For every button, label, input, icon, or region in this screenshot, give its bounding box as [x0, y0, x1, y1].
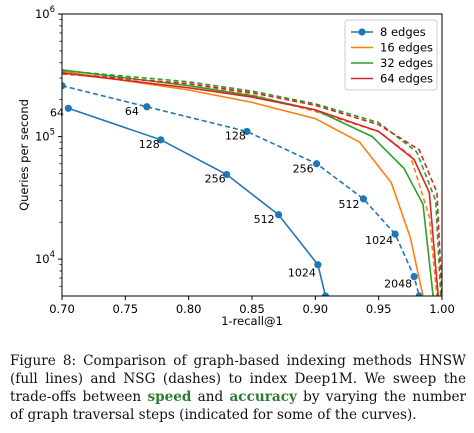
- data-point-marker: [64, 104, 72, 112]
- caption-text-2: and: [191, 389, 230, 405]
- step-annotation: 2048: [384, 278, 412, 291]
- legend-entry: 64 edges: [380, 72, 433, 86]
- step-annotation: 512: [338, 198, 359, 211]
- y-tick-base: 10: [35, 7, 50, 21]
- y-tick-exponent: 4: [50, 250, 55, 260]
- caption-text-3: by varying the number of graph traversal…: [10, 389, 466, 423]
- x-tick-label: 0.75: [113, 302, 139, 316]
- legend-entry: 32 edges: [380, 56, 433, 70]
- caption-text-1: Figure 8: Comparison of graph-based inde…: [10, 353, 466, 405]
- step-annotations: 64 128 256 512 1024 64 128 256 512 1024 2048: [50, 105, 412, 291]
- step-annotation: 256: [293, 163, 314, 176]
- x-tick-label: 0.90: [303, 302, 329, 316]
- data-point-marker: [391, 230, 399, 238]
- step-annotation: 128: [139, 138, 160, 151]
- data-point-marker: [410, 272, 418, 281]
- series-line-nsg-8-edges: [62, 84, 420, 296]
- y-tick-label: 105: [35, 128, 55, 144]
- data-point-marker: [143, 103, 151, 111]
- data-point-marker: [243, 127, 251, 136]
- series-line-hnsw-8-edges: [68, 107, 327, 296]
- data-point-marker: [157, 136, 165, 144]
- data-point-marker: [314, 261, 322, 269]
- step-annotation: 64: [50, 106, 64, 119]
- legend-marker: [358, 28, 366, 36]
- data-point-marker: [275, 211, 283, 219]
- data-point-marker: [62, 82, 66, 90]
- x-axis-label: 1-recall@1: [221, 314, 283, 328]
- y-axis-label: Queries per second: [17, 99, 31, 211]
- y-tick-base: 10: [35, 252, 50, 266]
- y-tick-label: 104: [35, 250, 55, 266]
- series-line-nsg-64-edges: [62, 73, 442, 296]
- step-annotation: 128: [225, 129, 246, 142]
- data-point-marker: [415, 292, 423, 296]
- series-line-hnsw-32-edges: [62, 69, 434, 296]
- caption-keyword-accuracy: accuracy: [229, 389, 297, 405]
- series-line-nsg-32-edges: [62, 69, 442, 296]
- y-tick-exponent: 6: [50, 5, 55, 15]
- legend-entry: 16 edges: [380, 41, 433, 55]
- x-tick-label: 0.95: [366, 302, 392, 316]
- x-tick-label: 0.85: [239, 302, 265, 316]
- x-tick-label: 0.80: [176, 302, 202, 316]
- series-line-hnsw-16-edges: [62, 70, 424, 296]
- data-point-marker: [359, 195, 368, 203]
- data-point-marker: [313, 160, 321, 168]
- series-line-hnsw-64-edges: [62, 72, 439, 296]
- step-annotation: 256: [205, 173, 226, 186]
- step-annotation: 1024: [365, 234, 393, 247]
- data-point-marker: [223, 170, 231, 179]
- y-tick-label: 106: [35, 5, 55, 21]
- series-layer: [62, 69, 442, 296]
- step-annotation: 512: [254, 213, 275, 226]
- step-annotation: 1024: [288, 267, 316, 280]
- series-line-nsg-16-edges: [62, 72, 438, 296]
- caption-keyword-speed: speed: [147, 389, 192, 405]
- legend-entry: 8 edges: [380, 25, 426, 39]
- figure-caption: Figure 8: Comparison of graph-based inde…: [10, 352, 466, 424]
- x-tick-label: 1.00: [429, 302, 455, 316]
- x-tick-label: 0.70: [49, 302, 75, 316]
- step-annotation: 64: [125, 105, 139, 118]
- data-point-marker: [321, 292, 330, 296]
- y-tick-base: 10: [35, 130, 50, 144]
- legend-box: [344, 19, 438, 91]
- y-tick-exponent: 5: [50, 128, 55, 138]
